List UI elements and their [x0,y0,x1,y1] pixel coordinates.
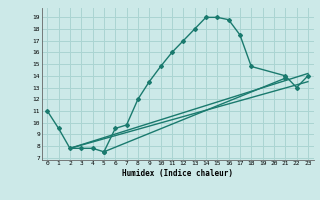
X-axis label: Humidex (Indice chaleur): Humidex (Indice chaleur) [122,169,233,178]
